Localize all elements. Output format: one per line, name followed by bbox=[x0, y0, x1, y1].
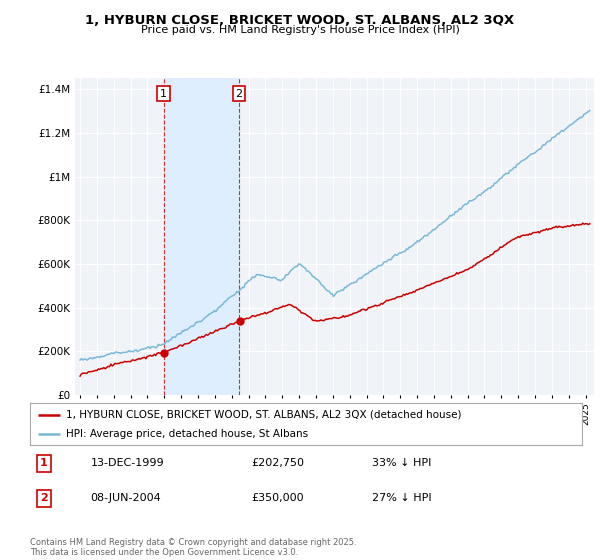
Text: 13-DEC-1999: 13-DEC-1999 bbox=[91, 459, 164, 468]
Text: Contains HM Land Registry data © Crown copyright and database right 2025.
This d: Contains HM Land Registry data © Crown c… bbox=[30, 538, 356, 557]
Text: 27% ↓ HPI: 27% ↓ HPI bbox=[372, 493, 432, 503]
Text: HPI: Average price, detached house, St Albans: HPI: Average price, detached house, St A… bbox=[66, 429, 308, 439]
Text: £350,000: £350,000 bbox=[251, 493, 304, 503]
Text: 2: 2 bbox=[236, 88, 242, 99]
Text: 1: 1 bbox=[40, 459, 47, 468]
Bar bbox=[164, 78, 239, 395]
Text: 08-JUN-2004: 08-JUN-2004 bbox=[91, 493, 161, 503]
Text: 1: 1 bbox=[160, 88, 167, 99]
Text: Price paid vs. HM Land Registry's House Price Index (HPI): Price paid vs. HM Land Registry's House … bbox=[140, 25, 460, 35]
Text: 1, HYBURN CLOSE, BRICKET WOOD, ST. ALBANS, AL2 3QX (detached house): 1, HYBURN CLOSE, BRICKET WOOD, ST. ALBAN… bbox=[66, 409, 461, 419]
Text: 2: 2 bbox=[40, 493, 47, 503]
Text: £202,750: £202,750 bbox=[251, 459, 304, 468]
Text: 1, HYBURN CLOSE, BRICKET WOOD, ST. ALBANS, AL2 3QX: 1, HYBURN CLOSE, BRICKET WOOD, ST. ALBAN… bbox=[85, 14, 515, 27]
Text: 33% ↓ HPI: 33% ↓ HPI bbox=[372, 459, 431, 468]
